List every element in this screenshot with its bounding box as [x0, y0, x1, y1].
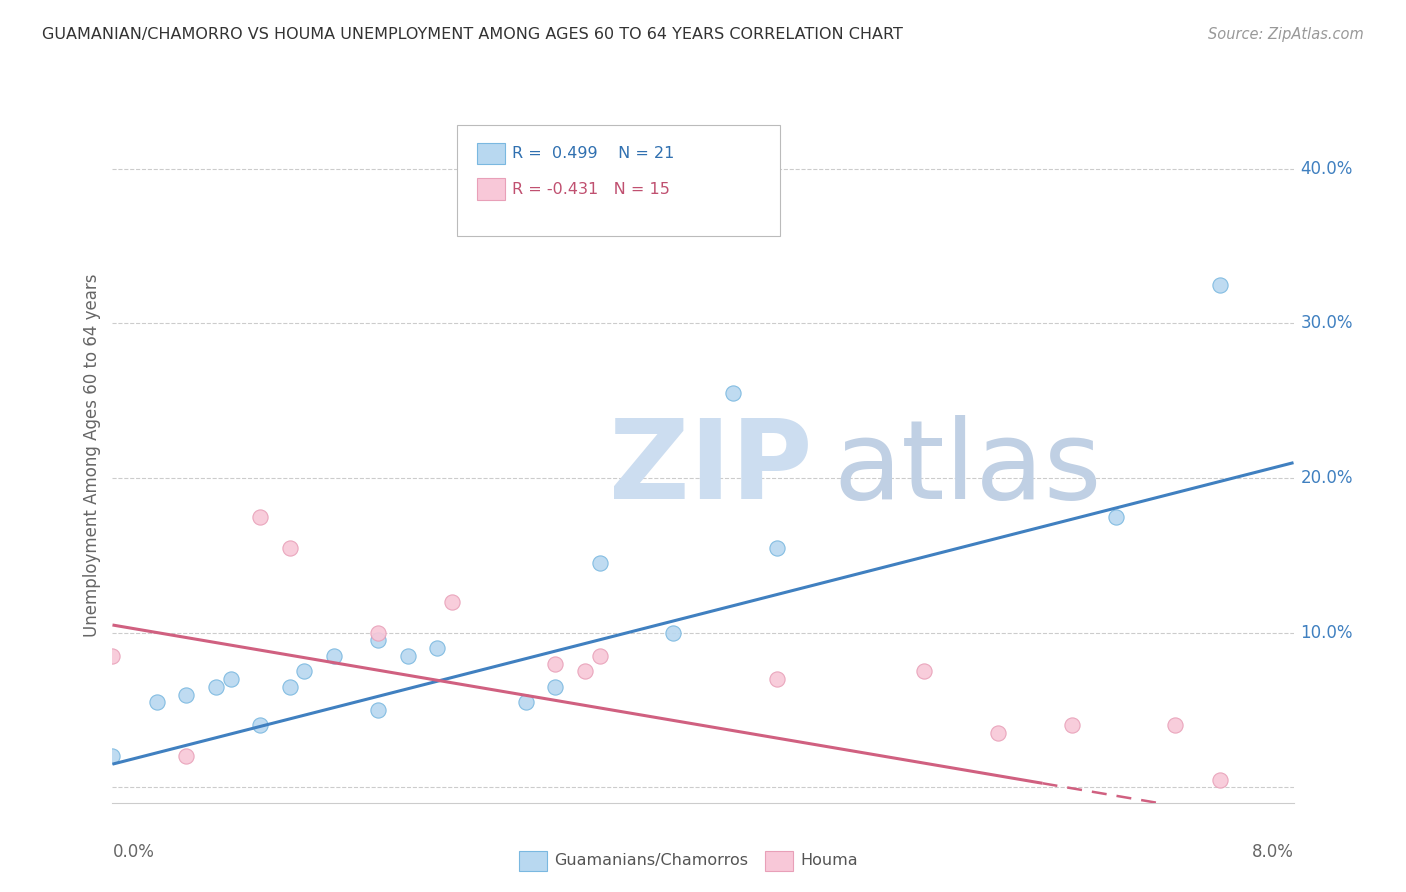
Point [367, 625, 389, 640]
Point [278, 541, 301, 555]
Text: Source: ZipAtlas.com: Source: ZipAtlas.com [1208, 27, 1364, 42]
Point [544, 657, 567, 671]
Text: ZIP: ZIP [609, 416, 811, 523]
Point [1208, 772, 1232, 787]
Point [174, 749, 197, 764]
Point [323, 648, 346, 663]
Point [914, 665, 936, 679]
Y-axis label: Unemployment Among Ages 60 to 64 years: Unemployment Among Ages 60 to 64 years [83, 273, 101, 637]
Point [205, 680, 228, 694]
Point [515, 695, 537, 709]
Point [1208, 277, 1232, 292]
Point [441, 595, 464, 609]
Text: 40.0%: 40.0% [1301, 160, 1353, 178]
Point [544, 680, 567, 694]
Point [278, 680, 301, 694]
Point [367, 703, 389, 717]
Point [588, 556, 610, 570]
Text: 8.0%: 8.0% [1251, 843, 1294, 861]
Text: R = -0.431   N = 15: R = -0.431 N = 15 [512, 182, 669, 196]
Point [101, 648, 124, 663]
Point [1105, 509, 1128, 524]
Text: 10.0%: 10.0% [1301, 624, 1353, 641]
Text: R =  0.499    N = 21: R = 0.499 N = 21 [512, 146, 673, 161]
Point [249, 509, 271, 524]
Text: atlas: atlas [832, 416, 1101, 523]
Point [367, 633, 389, 648]
Point [249, 718, 271, 732]
Point [662, 625, 685, 640]
Point [426, 641, 449, 656]
Text: Guamanians/Chamorros: Guamanians/Chamorros [554, 854, 748, 868]
Point [146, 695, 169, 709]
Text: 20.0%: 20.0% [1301, 469, 1353, 487]
Point [1164, 718, 1187, 732]
Point [396, 648, 419, 663]
Point [219, 672, 242, 686]
Point [987, 726, 1010, 740]
Text: GUAMANIAN/CHAMORRO VS HOUMA UNEMPLOYMENT AMONG AGES 60 TO 64 YEARS CORRELATION C: GUAMANIAN/CHAMORRO VS HOUMA UNEMPLOYMENT… [42, 27, 903, 42]
Point [588, 648, 610, 663]
Point [292, 665, 315, 679]
Text: Houma: Houma [800, 854, 858, 868]
Point [765, 541, 787, 555]
Point [765, 672, 787, 686]
Text: 30.0%: 30.0% [1301, 315, 1353, 333]
Point [101, 749, 124, 764]
Point [1062, 718, 1084, 732]
Point [174, 688, 197, 702]
Point [574, 665, 596, 679]
Text: 0.0%: 0.0% [112, 843, 155, 861]
Point [721, 386, 744, 401]
